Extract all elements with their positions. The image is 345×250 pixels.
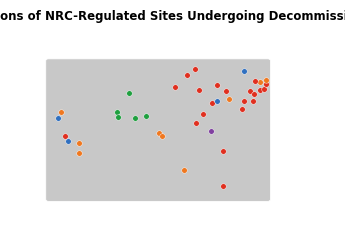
- Text: Locations of NRC-Regulated Sites Undergoing Decommissioning: Locations of NRC-Regulated Sites Undergo…: [0, 10, 345, 23]
- FancyBboxPatch shape: [46, 59, 270, 201]
